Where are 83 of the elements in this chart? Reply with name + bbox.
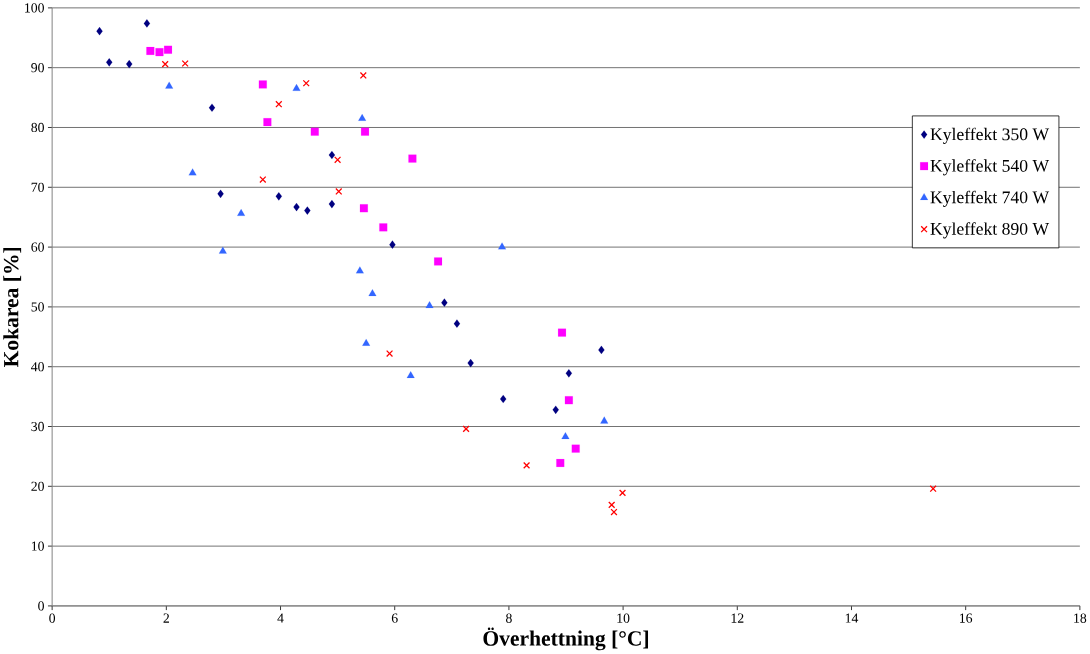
point bbox=[146, 47, 155, 56]
point bbox=[188, 168, 197, 176]
legend-label: Kyleffekt 740 W bbox=[930, 190, 1050, 208]
point bbox=[275, 192, 282, 201]
x-tick-label: 6 bbox=[391, 613, 398, 624]
point bbox=[217, 189, 224, 199]
point bbox=[558, 328, 566, 337]
x-tick-label: 16 bbox=[960, 613, 973, 624]
point bbox=[263, 118, 272, 127]
y-axis-title: Kokarea [%] bbox=[3, 248, 22, 368]
point bbox=[408, 154, 417, 163]
x-tick-label: 12 bbox=[731, 613, 744, 623]
point bbox=[441, 298, 448, 308]
point bbox=[608, 501, 616, 509]
point bbox=[565, 369, 573, 378]
point bbox=[335, 188, 343, 196]
point bbox=[310, 127, 319, 136]
y-tick-label: 50 bbox=[31, 302, 44, 312]
point bbox=[304, 206, 311, 216]
x-tick-label: 2 bbox=[163, 613, 169, 623]
y-tick-label: 10 bbox=[31, 541, 44, 551]
point bbox=[552, 405, 559, 415]
y-tick-label: 60 bbox=[31, 242, 44, 252]
y-tick-label: 0 bbox=[38, 601, 44, 611]
point bbox=[259, 176, 267, 184]
point bbox=[561, 432, 570, 440]
point bbox=[600, 416, 609, 424]
point bbox=[208, 103, 216, 113]
point bbox=[379, 223, 388, 232]
point bbox=[406, 371, 415, 379]
point bbox=[155, 48, 164, 57]
point bbox=[467, 359, 474, 368]
point bbox=[181, 60, 189, 68]
x-tick-label: 8 bbox=[506, 613, 512, 624]
point bbox=[258, 80, 267, 89]
point bbox=[237, 209, 246, 217]
point bbox=[358, 114, 367, 122]
point bbox=[929, 485, 937, 493]
y-tick-label: 20 bbox=[31, 481, 44, 492]
point bbox=[328, 151, 336, 160]
point bbox=[368, 289, 377, 297]
point bbox=[598, 346, 605, 355]
point bbox=[334, 156, 342, 164]
point bbox=[165, 81, 174, 89]
point bbox=[361, 127, 369, 136]
point bbox=[355, 266, 364, 274]
point bbox=[500, 395, 507, 404]
legend-label: Kyleffekt 350 W bbox=[930, 127, 1050, 145]
y-tick-label: 90 bbox=[31, 63, 44, 73]
point bbox=[359, 72, 367, 80]
point bbox=[453, 319, 461, 329]
x-tick-label: 14 bbox=[845, 613, 859, 623]
legend-label: Kyleffekt 540 W bbox=[930, 159, 1050, 176]
point bbox=[362, 339, 371, 346]
legend-label: Kyleffekt 890 W bbox=[930, 222, 1050, 239]
point bbox=[571, 444, 580, 453]
point bbox=[618, 489, 627, 497]
x-tick-label: 18 bbox=[1074, 613, 1087, 624]
point bbox=[218, 246, 227, 254]
y-tick-label: 70 bbox=[31, 182, 44, 193]
point bbox=[96, 27, 103, 36]
point bbox=[293, 203, 300, 212]
point bbox=[292, 84, 301, 92]
x-tick-label: 0 bbox=[49, 613, 56, 624]
x-tick-label: 4 bbox=[277, 613, 284, 623]
point bbox=[556, 459, 565, 468]
y-tick-label: 40 bbox=[31, 362, 44, 372]
point bbox=[434, 257, 443, 266]
y-tick-label: 100 bbox=[25, 3, 44, 13]
point bbox=[425, 301, 434, 309]
point bbox=[143, 19, 151, 28]
point bbox=[564, 396, 573, 405]
point bbox=[359, 204, 368, 213]
point bbox=[498, 242, 507, 250]
y-tick-label: 30 bbox=[31, 422, 44, 432]
y-tick-label: 80 bbox=[31, 123, 44, 133]
point bbox=[389, 240, 396, 250]
point bbox=[328, 200, 336, 209]
x-axis-title: Överhettning [°C] bbox=[483, 627, 649, 651]
point bbox=[164, 46, 173, 54]
x-tick-label: 10 bbox=[617, 613, 630, 624]
point bbox=[126, 60, 133, 69]
point bbox=[106, 58, 113, 67]
